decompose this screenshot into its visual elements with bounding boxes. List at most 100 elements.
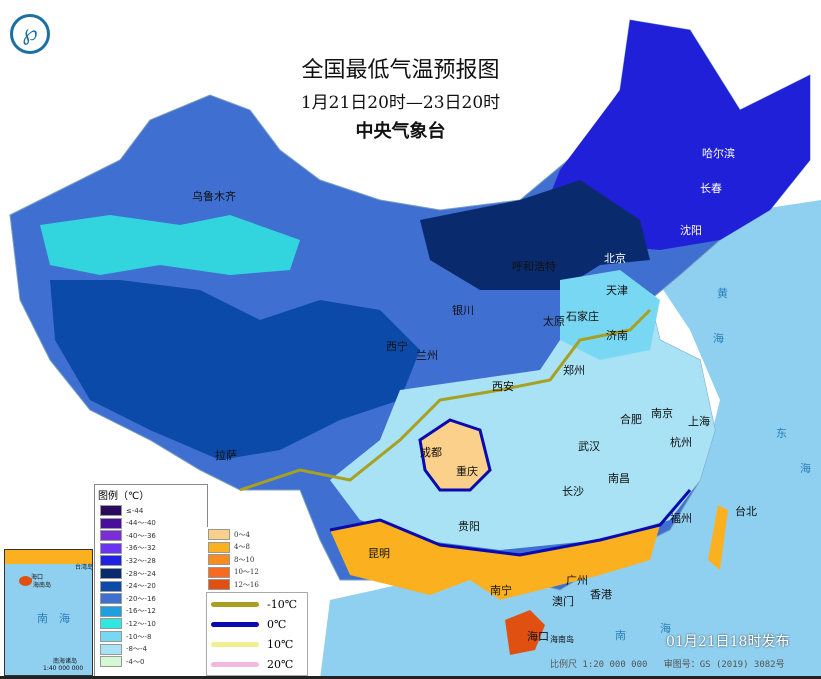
legend-entry: 0～4: [208, 529, 250, 540]
city-label: 香港: [590, 588, 612, 601]
isoline-entry: 10℃: [211, 638, 293, 651]
isoline-label: 0℃: [267, 618, 287, 631]
sea-area: [320, 200, 821, 679]
xinjiang-cyan: [40, 215, 300, 275]
legend-swatch: [100, 505, 122, 516]
legend-entry: -24～-20: [100, 580, 156, 592]
cma-logo-icon: ℘: [10, 14, 50, 54]
legend-swatch: [208, 529, 230, 540]
legend-swatch: [208, 554, 230, 566]
legend-swatch: [208, 579, 230, 591]
legend-entry: 10～12: [208, 566, 259, 578]
isoline-swatch: [211, 662, 259, 667]
legend-label: 4～8: [234, 543, 250, 552]
inset-label: 南海诸岛: [53, 658, 78, 665]
city-label: 昆明: [368, 547, 390, 560]
scale-text: 比例尺 1:20 000 000: [550, 660, 648, 670]
city-label: 福州: [670, 512, 692, 525]
isoline-swatch: [211, 602, 259, 607]
map-title: 全国最低气温预报图: [301, 58, 500, 83]
legend-entry: 8～10: [208, 554, 255, 566]
legend-entry: -4～0: [100, 656, 145, 668]
city-label: 成都: [420, 446, 442, 459]
city-label: 兰州: [416, 349, 438, 362]
city-label: 台北: [735, 505, 757, 518]
city-label: 合肥: [620, 413, 642, 426]
legend-entry: 12～16: [208, 579, 259, 591]
isoline-label: 10℃: [267, 638, 294, 651]
legend-label: -44～-40: [126, 519, 156, 528]
city-label: 南京: [651, 407, 673, 420]
city-label: 武汉: [578, 440, 600, 453]
map-number: 审图号：GS (2019) 3082号: [663, 660, 785, 670]
isoline-entry: 20℃: [211, 658, 293, 671]
legend-swatch: [100, 605, 122, 617]
city-label: 石家庄: [566, 310, 599, 323]
tibet-dark: [50, 280, 420, 460]
inset-sea: 海: [59, 612, 70, 625]
city-label: 广州: [566, 574, 588, 587]
legend-entry: -20～-16: [100, 593, 156, 605]
legend-label: -16～-12: [126, 607, 156, 616]
legend-entry: -40～-36: [100, 530, 156, 542]
city-label: 海口: [527, 630, 549, 643]
legend-label: -12～-10: [126, 619, 156, 628]
legend-swatch: [208, 566, 230, 578]
legend-swatch: [100, 656, 122, 668]
map-scale: 比例尺 1:20 000 000 审图号：GS (2019) 3082号: [550, 657, 785, 670]
legend-entry: -12～-10: [100, 618, 156, 630]
city-label: 海南岛: [550, 635, 574, 644]
legend-label: 12～16: [234, 580, 259, 589]
zero-isoline: [329, 489, 692, 557]
forecast-period: 1月21日20时—23日20时: [300, 93, 501, 113]
sea-label: 海: [800, 462, 811, 475]
legend-label: -40～-36: [126, 531, 156, 540]
legend-title: 图例（℃）: [98, 491, 150, 502]
legend-label: -36～-32: [126, 544, 156, 553]
city-label: 南宁: [490, 584, 512, 597]
isoline-entry: -10℃: [211, 598, 297, 611]
city-label: 拉萨: [215, 449, 237, 462]
legend-entry: -28～-24: [100, 568, 156, 579]
city-label: 南昌: [608, 472, 630, 485]
legend-entry: -44～-40: [100, 517, 156, 529]
isoline-swatch: [211, 622, 259, 627]
legend-swatch: [100, 568, 122, 579]
inset-place: 海口: [31, 574, 44, 581]
legend-label: -4～0: [126, 657, 145, 666]
isoline-label: 20℃: [267, 658, 294, 671]
city-label: 长春: [700, 182, 722, 195]
south-warm: [330, 520, 660, 600]
sea-label: 海: [660, 622, 671, 635]
legend-swatch: [100, 631, 122, 642]
city-label: 太原: [543, 315, 565, 328]
legend-swatch: [100, 517, 122, 529]
bottom-border: [0, 676, 821, 679]
isoline-swatch: [211, 642, 259, 647]
legend-entry: -36～-32: [100, 542, 156, 554]
city-label: 哈尔滨: [702, 147, 735, 160]
agency-name: 中央气象台: [355, 121, 446, 142]
city-label: 长沙: [562, 485, 584, 498]
legend-label: -20～-16: [126, 594, 156, 603]
legend-label: -24～-20: [126, 582, 156, 591]
legend: 图例（℃） ≤-44 -44～-40 -40～-36 -36～-32 -32～-28 -2…: [94, 484, 208, 677]
city-label: 乌鲁木齐: [192, 190, 236, 203]
legend-label: 8～10: [234, 555, 255, 564]
south-china-sea-inset: 海口 海南岛 台湾岛 南 海 南海诸岛 1:40 000 000: [4, 549, 93, 676]
inset-sea: 南: [37, 612, 48, 625]
hainan-island: [505, 610, 545, 655]
sichuan-basin: [418, 418, 492, 492]
legend-label: 0～4: [234, 530, 250, 539]
city-label: 天津: [606, 284, 628, 297]
city-label: 西宁: [386, 340, 408, 353]
minus10-isoline: [239, 308, 652, 492]
isoline-label: -10℃: [267, 598, 298, 611]
legend-label: -32～-28: [126, 556, 156, 565]
legend-swatch: [208, 541, 230, 553]
taiwan-island: [708, 505, 728, 570]
inset-place: 台湾岛: [75, 564, 93, 571]
legend-swatch: [100, 593, 122, 605]
city-label: 上海: [688, 415, 710, 428]
